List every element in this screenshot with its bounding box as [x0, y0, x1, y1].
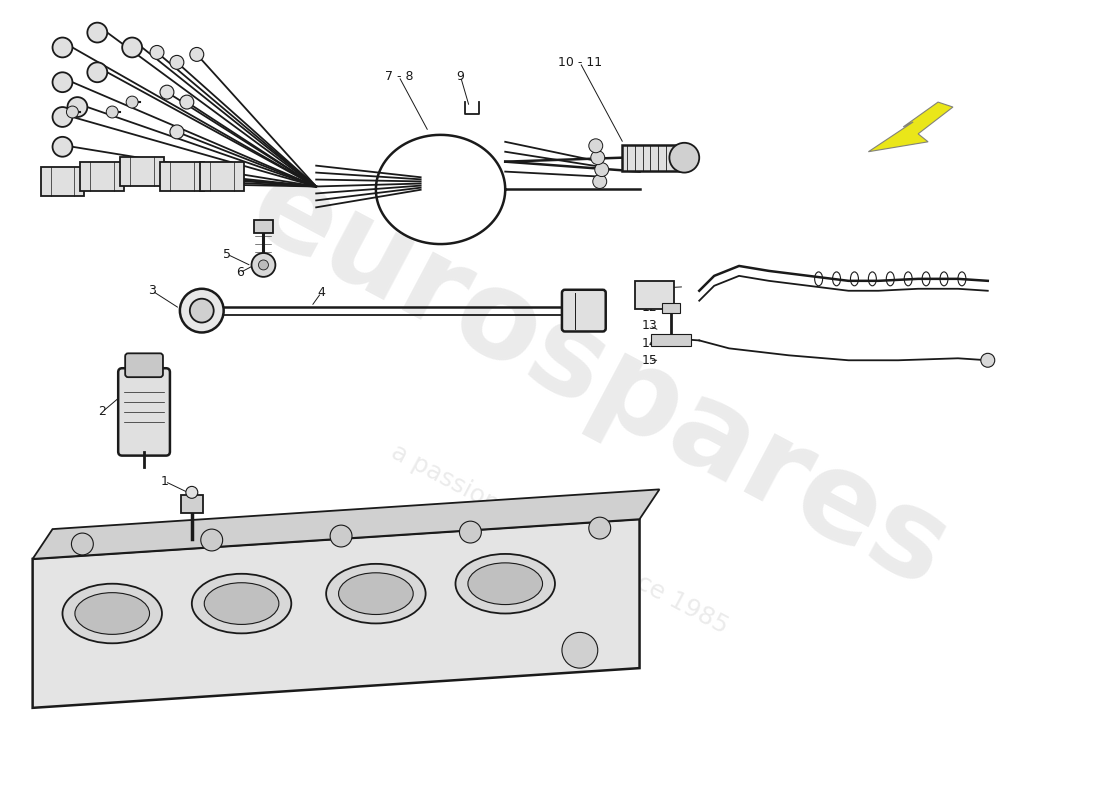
- Text: 5: 5: [222, 247, 231, 261]
- FancyBboxPatch shape: [118, 368, 169, 456]
- Circle shape: [670, 142, 700, 173]
- Ellipse shape: [339, 573, 414, 614]
- FancyBboxPatch shape: [120, 157, 164, 186]
- Ellipse shape: [75, 593, 150, 634]
- Circle shape: [169, 55, 184, 70]
- Ellipse shape: [455, 554, 556, 614]
- Text: a passion for parts since 1985: a passion for parts since 1985: [387, 440, 733, 638]
- Text: 13: 13: [641, 319, 658, 332]
- Circle shape: [460, 521, 482, 543]
- Circle shape: [190, 298, 213, 322]
- FancyBboxPatch shape: [635, 281, 674, 309]
- Ellipse shape: [191, 574, 292, 634]
- Circle shape: [595, 162, 608, 177]
- Circle shape: [169, 125, 184, 139]
- Polygon shape: [33, 519, 639, 708]
- Text: 2: 2: [98, 406, 107, 418]
- Text: 3: 3: [148, 284, 156, 298]
- Circle shape: [72, 533, 94, 555]
- FancyBboxPatch shape: [253, 220, 274, 233]
- Text: 14: 14: [641, 337, 658, 350]
- Circle shape: [252, 253, 275, 277]
- FancyBboxPatch shape: [41, 166, 85, 197]
- Ellipse shape: [205, 582, 279, 625]
- FancyBboxPatch shape: [621, 145, 680, 170]
- Circle shape: [588, 139, 603, 153]
- FancyBboxPatch shape: [651, 334, 691, 346]
- Text: 4: 4: [317, 286, 326, 299]
- Circle shape: [190, 47, 204, 62]
- Circle shape: [150, 46, 164, 59]
- Circle shape: [180, 289, 223, 333]
- Ellipse shape: [63, 584, 162, 643]
- Circle shape: [122, 38, 142, 58]
- Ellipse shape: [468, 563, 542, 605]
- Circle shape: [87, 22, 107, 42]
- Text: 1: 1: [161, 475, 169, 488]
- Circle shape: [186, 486, 198, 498]
- Circle shape: [593, 174, 607, 189]
- Circle shape: [330, 525, 352, 547]
- Text: eurospares: eurospares: [231, 147, 968, 613]
- Text: 16: 16: [657, 282, 672, 294]
- Circle shape: [981, 354, 994, 367]
- Circle shape: [53, 137, 73, 157]
- Circle shape: [258, 260, 268, 270]
- Text: 10 - 11: 10 - 11: [558, 56, 602, 69]
- FancyBboxPatch shape: [80, 162, 124, 191]
- Circle shape: [53, 107, 73, 127]
- FancyBboxPatch shape: [125, 354, 163, 377]
- FancyBboxPatch shape: [562, 290, 606, 331]
- Text: 15: 15: [641, 354, 658, 366]
- Circle shape: [87, 62, 107, 82]
- Circle shape: [126, 96, 139, 108]
- Text: 9: 9: [456, 70, 464, 82]
- Circle shape: [67, 97, 87, 117]
- Circle shape: [588, 517, 610, 539]
- FancyBboxPatch shape: [662, 302, 680, 313]
- Circle shape: [53, 72, 73, 92]
- FancyBboxPatch shape: [200, 162, 243, 191]
- Ellipse shape: [326, 564, 426, 623]
- Circle shape: [66, 106, 78, 118]
- Text: 6: 6: [235, 266, 243, 279]
- FancyBboxPatch shape: [160, 162, 204, 191]
- Circle shape: [160, 86, 174, 99]
- FancyBboxPatch shape: [180, 495, 202, 514]
- Polygon shape: [33, 490, 659, 559]
- Circle shape: [591, 150, 605, 165]
- Circle shape: [180, 95, 194, 109]
- Text: 12: 12: [641, 301, 658, 314]
- Circle shape: [53, 38, 73, 58]
- Polygon shape: [868, 102, 953, 152]
- Circle shape: [562, 632, 597, 668]
- Circle shape: [201, 529, 222, 551]
- Circle shape: [107, 106, 118, 118]
- Text: 7 - 8: 7 - 8: [385, 70, 412, 82]
